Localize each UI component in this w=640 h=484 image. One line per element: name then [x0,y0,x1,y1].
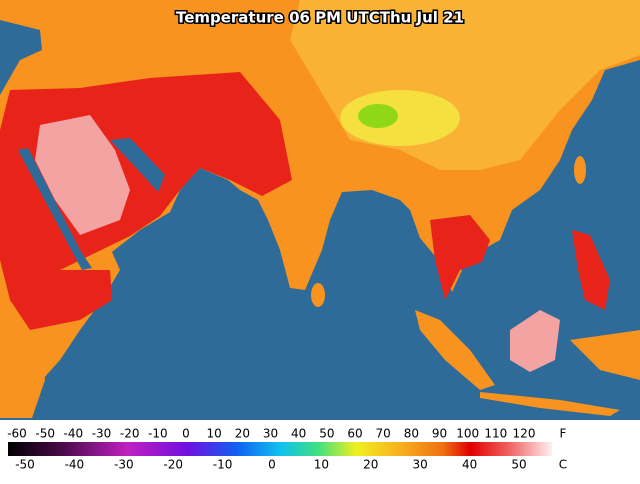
celsius-tick-label: -40 [65,458,85,472]
fahrenheit-tick-label: 120 [513,427,536,441]
fahrenheit-tick-label: -10 [148,427,168,441]
celsius-tick-label: -50 [15,458,35,472]
celsius-tick-label: -10 [213,458,233,472]
color-scale-bar [8,442,552,456]
philippines [572,230,610,310]
fahrenheit-tick-label: -20 [120,427,140,441]
fahrenheit-tick-label: -60 [7,427,27,441]
fahrenheit-tick-label: 70 [376,427,391,441]
east-africa-coast [0,335,45,418]
celsius-tick-label: 0 [268,458,276,472]
celsius-tick-label: 30 [413,458,428,472]
fahrenheit-tick-label: 60 [347,427,362,441]
fahrenheit-unit: F [560,427,567,441]
celsius-tick-label: 20 [363,458,378,472]
plateau-cool [358,104,398,128]
fahrenheit-tick-label: 90 [432,427,447,441]
celsius-tick-label: 10 [314,458,329,472]
celsius-tick-label: -30 [114,458,134,472]
celsius-tick-label: 50 [511,458,526,472]
fahrenheit-tick-label: 110 [484,427,507,441]
southeast-red [430,215,490,300]
celsius-tick-label: -20 [163,458,183,472]
persian-gulf [110,138,165,192]
fahrenheit-tick-label: -30 [92,427,112,441]
fahrenheit-tick-label: -50 [35,427,55,441]
fahrenheit-tick-label: 80 [404,427,419,441]
fahrenheit-tick-label: 10 [207,427,222,441]
fahrenheit-tick-label: -40 [64,427,84,441]
map-title: Temperature 06 PM UTCThu Jul 21 [176,9,464,27]
mediterranean [0,20,42,95]
fahrenheit-tick-label: 50 [319,427,334,441]
celsius-tick-label: 40 [462,458,477,472]
borneo [510,310,560,372]
java [480,392,620,416]
fahrenheit-tick-label: 0 [182,427,190,441]
plateau-warm [340,90,460,146]
fahrenheit-tick-label: 20 [235,427,250,441]
fahrenheit-tick-label: 30 [263,427,278,441]
red-sea [18,148,92,270]
sri-lanka [311,283,325,307]
new-guinea [570,330,640,380]
hottest-region [35,115,130,235]
celsius-unit: C [559,458,567,472]
taiwan [574,156,586,184]
fahrenheit-tick-label: 40 [291,427,306,441]
fahrenheit-tick-label: 100 [456,427,479,441]
sumatra [415,310,495,390]
